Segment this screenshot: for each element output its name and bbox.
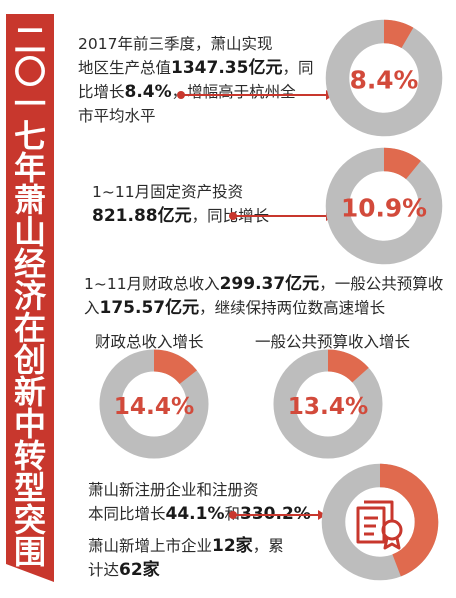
vertical-title: 二〇一七年萧山经济在创新中转型突围 [6, 21, 54, 568]
enterprise-text: 萧山新注册企业和注册资 本同比增长44.1%和330.2% [88, 478, 328, 526]
title-char: 萧 [13, 181, 46, 219]
gdp-label: 地区生产总值 [78, 59, 172, 77]
fiscal-line-1-label: 1~11月财政总收入 [84, 275, 220, 293]
gdp-value: 1347.35亿元 [171, 58, 283, 78]
investment-value: 821.88亿元 [92, 206, 192, 226]
title-char: 新 [13, 373, 46, 411]
donut-slice [99, 349, 209, 459]
title-char: 济 [13, 277, 46, 315]
enterprise-line-1: 萧山新注册企业和注册资 [88, 481, 259, 499]
title-char: 转 [13, 437, 46, 475]
fiscal-growth-donut: 14.4% [99, 349, 209, 459]
investment-growth-donut: 10.9% [325, 147, 443, 265]
title-char: 〇 [13, 53, 46, 91]
fiscal-text: 1~11月财政总收入299.37亿元，一般公共预算收 入175.57亿元，继续保… [84, 272, 454, 320]
title-char: 山 [13, 213, 46, 251]
enterprise-pointer-arrow [229, 510, 326, 520]
enterprise-growth-donut [321, 463, 439, 581]
enterprise-count-growth: 44.1% [165, 504, 225, 524]
title-char: 创 [13, 341, 46, 379]
title-char: 中 [13, 405, 46, 443]
budget-growth-donut: 13.4% [273, 349, 383, 459]
title-char: 突 [13, 501, 46, 539]
fiscal-total-value: 299.37亿元 [219, 274, 320, 294]
title-char: 围 [13, 533, 46, 571]
gdp-growth-label: 比增长 [78, 83, 125, 101]
title-char: 经 [13, 245, 46, 283]
donut-value-label: 8.4% [350, 66, 419, 95]
gdp-growth-value: 8.4% [124, 82, 172, 102]
budget-growth-label: 一般公共预算收入增长 [255, 333, 411, 351]
title-char: 一 [13, 85, 46, 123]
investment-text: 1~11月固定资产投资 821.88亿元，同比增长 [92, 180, 342, 228]
donut-value-label: 10.9% [341, 194, 427, 223]
investment-pointer-arrow [229, 211, 334, 221]
donut-slice [325, 19, 443, 137]
listed-text-tail: ，累 [252, 537, 284, 555]
certificate-badge-icon [356, 500, 403, 550]
donut-slice [321, 463, 439, 581]
title-char: 七 [13, 117, 46, 155]
gdp-compare-text: ，增幅高于杭州全 [171, 83, 296, 101]
investment-line-1: 1~11月固定资产投资 [92, 183, 244, 201]
gdp-line-1: 2017年前三季度，萧山实现 [78, 35, 273, 53]
title-sidebar: 二〇一七年萧山经济在创新中转型突围 [6, 14, 54, 582]
gdp-pointer-arrow [177, 90, 334, 100]
fiscal-line-2-tail: ，继续保持两位数高速增长 [199, 299, 386, 317]
title-char: 年 [13, 149, 46, 187]
gdp-line-4: 市平均水平 [78, 107, 156, 125]
budget-revenue-value: 175.57亿元 [99, 298, 200, 318]
title-char: 二 [13, 21, 46, 59]
title-char: 型 [13, 469, 46, 507]
enterprise-growth-label: 本同比增长 [88, 505, 166, 523]
listed-total-count: 62家 [119, 560, 160, 580]
listed-text: 萧山新增上市企业12家，累 计达62家 [88, 534, 328, 582]
donut-value-label: 14.4% [114, 393, 194, 420]
title-char: 在 [13, 309, 46, 347]
donut-value-label: 13.4% [288, 393, 368, 420]
sidebar-corner-notch [6, 564, 54, 582]
fiscal-growth-label: 财政总收入增长 [95, 333, 204, 351]
fiscal-line-2-head: 入 [84, 299, 100, 317]
listed-total-label: 计达 [88, 561, 120, 579]
donut-slice [273, 349, 383, 459]
fiscal-line-1-tail: ，一般公共预算收 [319, 275, 444, 293]
listed-label: 萧山新增上市企业 [88, 537, 213, 555]
donut-slice [325, 147, 443, 265]
gdp-text: 2017年前三季度，萧山实现 地区生产总值1347.35亿元，同 比增长8.4%… [78, 32, 338, 128]
gdp-text-tail: ，同 [282, 59, 314, 77]
listed-new-count: 12家 [212, 536, 253, 556]
gdp-growth-donut: 8.4% [325, 19, 443, 137]
